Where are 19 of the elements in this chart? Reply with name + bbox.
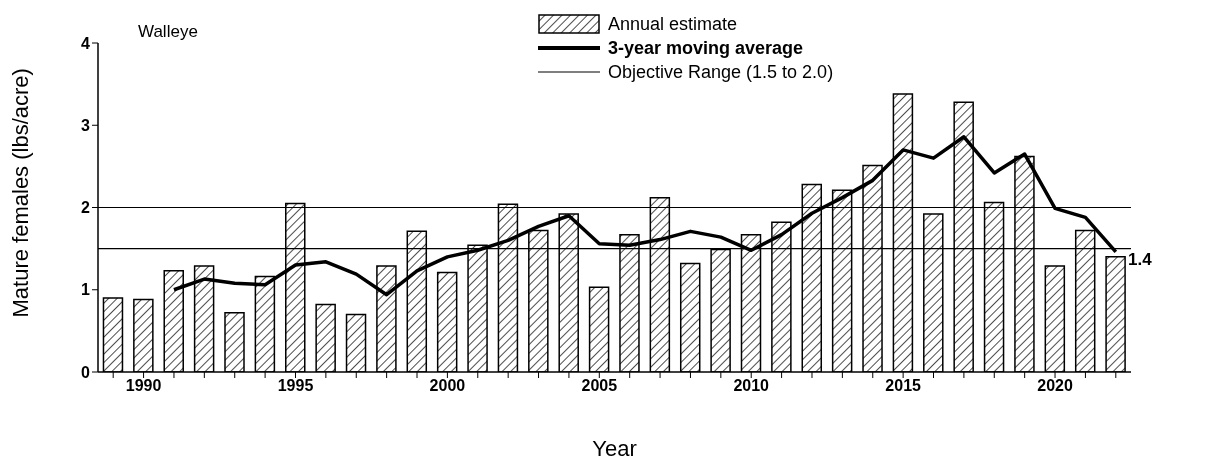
y-tick-label: 1	[81, 281, 91, 299]
y-tick-label: 4	[81, 34, 91, 52]
y-tick-label: 0	[81, 363, 91, 381]
x-tick-label: 2010	[733, 377, 770, 395]
legend-label: Objective Range (1.5 to 2.0)	[608, 61, 834, 84]
x-tick-label: 2000	[429, 377, 466, 395]
data-label: 1.4	[1128, 250, 1153, 270]
y-tick-label: 2	[81, 199, 91, 217]
x-axis-title: Year	[592, 435, 637, 461]
x-tick-label: 1995	[277, 377, 314, 395]
legend-label: 3-year moving average	[608, 37, 804, 60]
text: Walleye	[138, 22, 198, 42]
x-tick-label: 2005	[581, 377, 618, 395]
y-axis-title: Mature females (lbs/acre)	[7, 68, 33, 318]
legend-label: Annual estimate	[608, 13, 738, 36]
x-tick-label: 2020	[1037, 377, 1073, 395]
y-tick-label: 3	[81, 116, 91, 134]
x-tick-label: 2015	[885, 377, 922, 395]
x-tick-label: 1990	[125, 377, 162, 395]
